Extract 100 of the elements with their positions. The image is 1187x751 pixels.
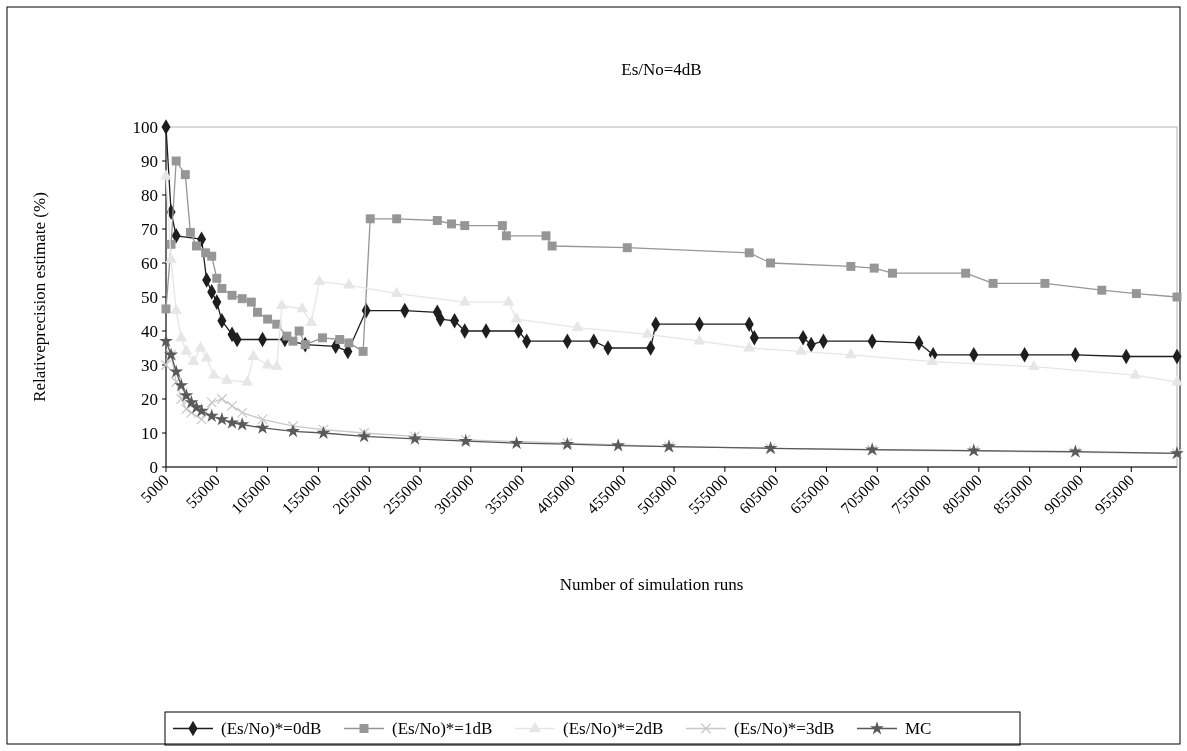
point	[888, 268, 897, 278]
point	[961, 268, 971, 278]
point	[169, 364, 184, 378]
y-tick-label: 80	[141, 185, 158, 205]
point	[170, 303, 183, 314]
point	[305, 315, 318, 326]
point	[343, 278, 355, 289]
point	[159, 333, 173, 348]
y-tick-label: 70	[141, 219, 158, 239]
point	[622, 243, 632, 253]
point	[225, 415, 239, 429]
y-tick-label: 100	[132, 117, 158, 137]
point	[392, 214, 402, 224]
point	[844, 348, 857, 359]
point	[1171, 375, 1183, 386]
point	[294, 326, 304, 336]
point	[257, 414, 268, 425]
point	[207, 251, 217, 261]
y-tick-label: 10	[141, 423, 158, 443]
point	[296, 302, 309, 313]
point	[501, 231, 511, 241]
chart-title: Es/No=4dB	[621, 60, 702, 79]
point	[1040, 278, 1050, 288]
legend-label: (Es/No)*=1dB	[392, 719, 493, 739]
point	[226, 400, 238, 412]
point	[316, 425, 331, 439]
point	[170, 376, 182, 388]
point	[300, 340, 310, 350]
point	[313, 274, 326, 286]
legend-label: MC	[905, 719, 932, 739]
point	[200, 351, 213, 362]
point	[287, 420, 299, 432]
point	[247, 349, 260, 360]
point	[1027, 359, 1040, 371]
y-axis-title: Relativeprecision estimate (%)	[30, 192, 49, 402]
point	[869, 263, 879, 273]
point	[187, 354, 200, 365]
point	[196, 414, 207, 425]
point	[160, 359, 172, 371]
legend-label: (Es/No)*=3dB	[734, 719, 835, 739]
point	[357, 429, 372, 443]
point	[221, 373, 233, 384]
point	[611, 438, 626, 452]
point	[502, 295, 515, 306]
point	[1131, 289, 1141, 299]
y-tick-label: 40	[141, 321, 158, 341]
point	[641, 327, 654, 338]
point	[743, 341, 756, 352]
point	[241, 375, 254, 386]
point	[174, 378, 189, 392]
point	[180, 344, 193, 355]
point	[252, 307, 262, 317]
point	[988, 278, 998, 288]
point	[766, 258, 776, 268]
point	[194, 341, 207, 352]
point	[235, 417, 250, 431]
point	[214, 412, 229, 426]
point	[165, 252, 177, 263]
point	[255, 420, 270, 434]
point	[744, 248, 754, 258]
point	[204, 408, 219, 422]
legend-label: (Es/No)*=0dB	[221, 719, 322, 739]
point	[335, 335, 345, 344]
point	[212, 273, 222, 283]
point	[1097, 285, 1107, 295]
point	[227, 290, 237, 300]
point	[318, 424, 329, 435]
point	[160, 169, 172, 180]
point	[795, 344, 807, 355]
point	[365, 214, 375, 224]
y-tick-label: 30	[141, 355, 158, 375]
point	[207, 368, 220, 379]
point	[288, 336, 298, 346]
point	[846, 261, 856, 271]
point	[458, 295, 471, 306]
point	[246, 297, 256, 307]
point	[175, 331, 188, 342]
point	[237, 294, 247, 304]
y-tick-label: 60	[141, 253, 158, 273]
point	[541, 231, 551, 241]
point	[447, 219, 456, 229]
y-tick-label: 90	[141, 151, 158, 171]
point	[185, 227, 195, 237]
point	[390, 286, 403, 297]
point	[1129, 368, 1142, 379]
point	[358, 427, 370, 439]
point	[547, 241, 557, 251]
point	[286, 423, 300, 438]
point	[216, 393, 228, 405]
point	[263, 314, 273, 324]
point	[693, 334, 706, 345]
point	[571, 320, 584, 331]
point	[358, 346, 368, 356]
point	[171, 156, 181, 166]
point	[217, 284, 227, 293]
point	[179, 388, 194, 402]
point	[275, 298, 288, 309]
y-tick-label: 0	[149, 457, 158, 477]
point	[261, 358, 274, 369]
point	[510, 312, 523, 323]
